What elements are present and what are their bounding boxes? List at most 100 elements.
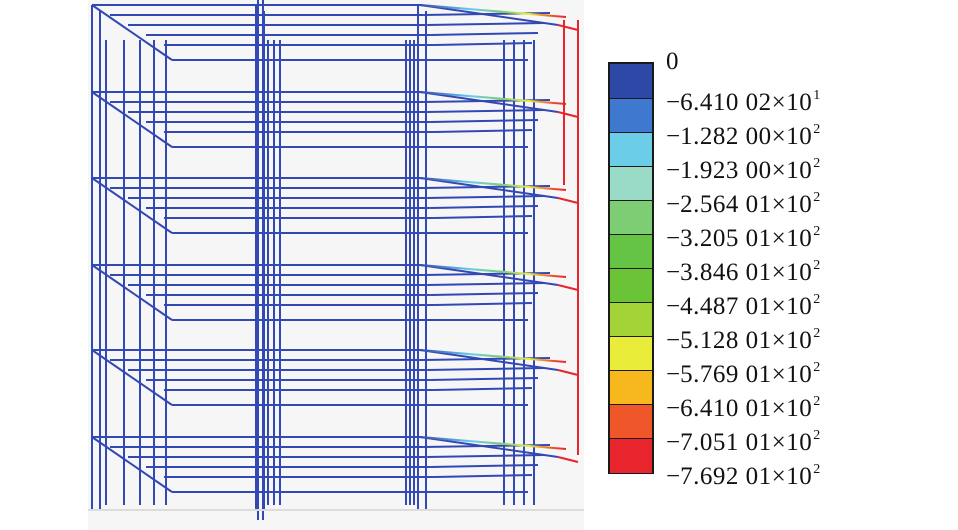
legend-label-value: 4.487 01×10 — [680, 293, 813, 320]
legend-color-bar — [608, 62, 654, 474]
beam — [427, 454, 545, 458]
legend-swatch — [610, 336, 652, 371]
legend-label: 0 — [666, 45, 679, 79]
model-viewport[interactable] — [88, 0, 584, 530]
deflected-beam — [557, 111, 579, 118]
legend-swatch — [610, 234, 652, 269]
beam — [434, 215, 533, 219]
legend-label-value: 7.051 01×10 — [680, 429, 813, 456]
beam — [91, 349, 173, 406]
legend-label-value: 1.282 00×10 — [680, 123, 813, 150]
legend-label-sign: − — [666, 429, 681, 456]
beam — [419, 91, 559, 113]
legend-swatch — [610, 98, 652, 133]
legend-label: −1.282 00×102 — [666, 113, 821, 150]
legend-label-exponent: 1 — [813, 88, 821, 103]
beam — [91, 91, 173, 148]
legend-label: −3.205 01×102 — [666, 215, 820, 252]
legend-label: −5.769 01×102 — [666, 351, 821, 388]
contour-legend: 0 −6.410 02×101 −1.282 00×102 −1.923 00×102… — [608, 48, 908, 490]
legend-swatch — [610, 166, 652, 201]
beam — [427, 22, 545, 26]
deflected-beam — [419, 177, 567, 191]
legend-label-value: 5.128 01×10 — [680, 327, 813, 354]
legend-swatch — [610, 268, 652, 303]
legend-label-sign: − — [666, 225, 681, 252]
deflected-beam — [557, 284, 579, 291]
legend-label: −2.564 01×102 — [666, 181, 821, 218]
legend-label-exponent: 2 — [813, 428, 821, 443]
beam — [419, 4, 559, 26]
legend-label-value: 3.846 01×10 — [680, 259, 813, 286]
legend-label-exponent: 2 — [813, 156, 821, 171]
legend-swatch — [610, 64, 652, 98]
legend-label-value: 5.769 01×10 — [680, 361, 813, 388]
beam — [430, 292, 539, 296]
legend-label-exponent: 2 — [813, 292, 821, 307]
legend-swatch — [610, 200, 652, 235]
deflected-beam — [419, 264, 567, 278]
legend-label: −7.051 01×102 — [666, 419, 821, 456]
legend-label-exponent: 2 — [813, 326, 821, 341]
legend-swatch — [610, 302, 652, 337]
legend-swatch — [610, 404, 652, 439]
deflected-beam — [557, 369, 579, 376]
beam — [91, 4, 173, 61]
legend-label-exponent: 2 — [813, 190, 821, 205]
deflected-beam — [557, 456, 579, 463]
beam — [91, 264, 173, 321]
beam — [434, 474, 533, 478]
legend-label-sign: − — [666, 395, 681, 422]
legend-label-sign: − — [666, 463, 681, 490]
beam — [419, 264, 559, 286]
beam — [434, 387, 533, 391]
beam — [434, 129, 533, 133]
beam — [91, 177, 173, 234]
frame-structure-drawing — [88, 0, 584, 520]
beam — [434, 42, 533, 46]
beam — [430, 32, 539, 36]
beam — [427, 109, 545, 113]
deflected-beam — [419, 4, 567, 18]
deflected-beam — [419, 91, 567, 105]
legend-label: −4.487 01×102 — [666, 283, 821, 320]
beam — [430, 377, 539, 381]
beam — [419, 349, 559, 371]
legend-label-value: 7.692 01×10 — [680, 463, 813, 490]
beam — [419, 177, 559, 199]
legend-label-value: 6.410 02×10 — [680, 89, 813, 116]
legend-label-value: 3.205 01×10 — [680, 225, 813, 252]
beam — [430, 119, 539, 123]
deflected-beam — [557, 197, 579, 204]
legend-label: −3.846 01×102 — [666, 249, 821, 286]
legend-label-value: 2.564 01×10 — [680, 191, 813, 218]
deflected-beam — [557, 24, 579, 31]
legend-label-exponent: 2 — [813, 462, 821, 477]
legend-swatch — [610, 438, 652, 473]
legend-label-exponent: 2 — [813, 360, 821, 375]
frame-members — [88, 0, 584, 520]
beam — [427, 195, 545, 199]
legend-swatch — [610, 132, 652, 167]
legend-swatch — [610, 370, 652, 405]
deflected-beam — [419, 436, 567, 450]
legend-label-sign: − — [666, 157, 681, 184]
legend-label: −7.692 01×102 — [666, 453, 821, 490]
legend-label-sign: − — [666, 191, 681, 218]
beam — [427, 367, 545, 371]
legend-label-sign: − — [666, 259, 681, 286]
legend-label-exponent: 2 — [813, 258, 821, 273]
deflected-beam — [419, 349, 567, 363]
legend-label: −5.128 01×102 — [666, 317, 821, 354]
beam — [434, 302, 533, 306]
legend-label-exponent: 2 — [813, 122, 821, 137]
legend-label-sign: − — [666, 123, 681, 150]
legend-label-sign: − — [666, 89, 681, 116]
legend-label: −6.410 01×102 — [666, 385, 820, 422]
legend-label-value: 6.410 01×10 — [680, 395, 813, 422]
legend-label: −1.923 00×102 — [666, 147, 821, 184]
beam — [427, 282, 545, 286]
deflected-members — [419, 4, 579, 463]
legend-label-value: 1.923 00×10 — [680, 157, 813, 184]
legend-label-sign: − — [666, 293, 681, 320]
